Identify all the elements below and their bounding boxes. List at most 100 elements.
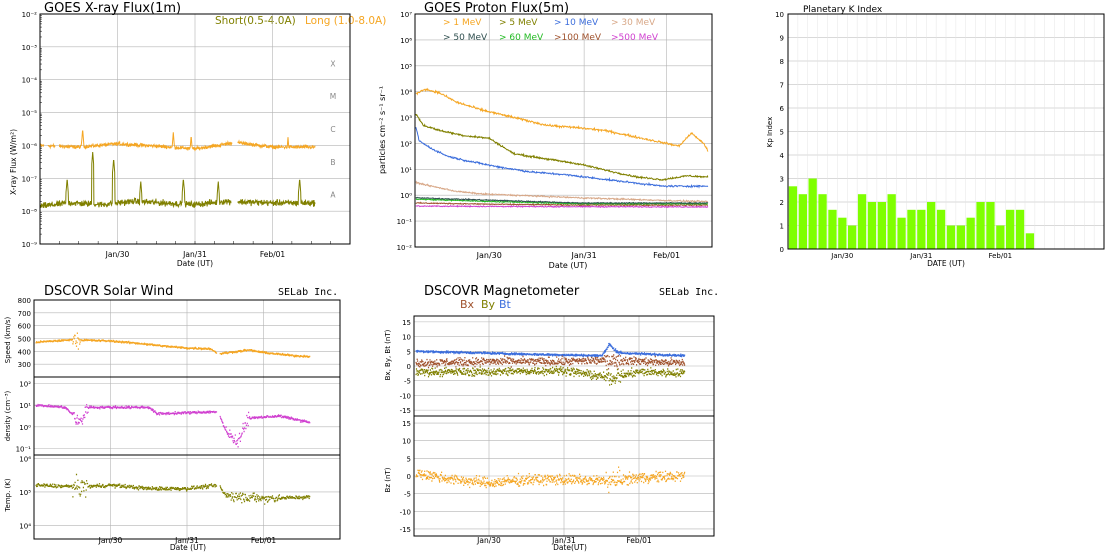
y-tick-label: 9 [780,35,784,43]
x-axis-label: Date (UT) [549,261,588,270]
x-tick-label: Jan/31 [551,536,576,545]
y-tick-label: 5 [407,455,411,463]
y-axis-label: Bx, By, Bt (nT) [384,329,392,380]
kp-bar [956,225,965,249]
y-tick-label: 10⁵ [19,489,31,497]
data-points [35,403,311,448]
kp-bar [927,202,936,249]
kp-bar [917,209,926,249]
y-tick-label: 10⁰ [19,424,31,432]
y-tick-label: 10⁴ [400,89,412,97]
y-tick-label: 10¹ [400,166,412,174]
kp-bar [1015,209,1025,249]
x-tick-label: Jan/30 [476,536,501,545]
kp-bar [976,202,985,249]
y-tick-label: 10⁻¹ [397,218,413,226]
y-tick-label: 10⁶ [19,455,31,463]
kp-bar [867,202,877,249]
plot-frame [414,13,713,248]
y-tick-label: 15 [402,420,411,428]
legend-entry: Bt [499,298,512,311]
kp-bar [907,209,916,249]
plot-frame [39,13,351,245]
chart-title: DSCOVR Solar Wind [44,284,173,299]
chart-title: Planetary K Index [803,5,883,15]
kp-bar [996,225,1005,249]
legend-entry: > 30 MeV [611,18,656,28]
plot-frame [413,415,715,537]
y-tick-label: 5 [407,348,411,356]
y-tick-label: 10⁰ [400,192,412,200]
y-tick-label: 1 [780,223,784,231]
brand-label: SELab Inc. [659,287,719,298]
x-tick-label: Jan/30 [830,252,853,260]
solar-wind-chart: DSCOVR Solar Wind SELab Inc. Speed (km/s… [4,284,341,552]
x-tick-label: Jan/31 [571,251,597,260]
y-tick-label: 10⁻⁹ [22,241,38,249]
y-tick-label: 3 [780,176,784,184]
series-line [415,127,709,189]
y-tick-label: -10 [400,508,411,516]
y-tick-label: 0 [407,363,411,371]
y-tick-label: 10⁻² [397,244,413,252]
y-tick-label: 400 [18,348,31,356]
x-axis-label: Date (UT) [177,259,213,268]
legend-entry: Bx [460,298,475,311]
y-tick-label: 10³ [400,115,412,123]
data-points [415,466,686,494]
y-axis-label: X-ray Flux (W/m²) [9,129,18,195]
series-line [237,179,316,207]
x-tick-label: Jan/30 [105,250,130,259]
brand-label: SELab Inc. [278,287,338,298]
x-tick-label: Jan/31 [174,536,199,545]
legend-entry: >100 MeV [554,33,602,43]
x-tick-label: Feb/01 [251,536,277,545]
kp-bar [828,209,837,249]
legend-entry: > 1 MeV [443,18,482,28]
plot-frame [33,454,341,540]
series-line [415,113,709,182]
x-tick-label: Feb/01 [260,250,286,259]
y-tick-label: 8 [780,58,784,66]
kp-bar [986,202,995,249]
series-line [59,130,233,152]
proton-flux-chart: GOES Proton Flux(5m) particles cm⁻² s⁻¹ … [378,1,713,270]
series-line [415,198,708,206]
x-axis-label: DATE (UT) [927,259,965,268]
xray-flux-chart: GOES X-ray Flux(1m) Short(0.5-4.0A) Long… [9,1,386,268]
y-tick-label: 10² [400,140,412,148]
x-tick-label: Jan/31 [909,252,932,260]
x-tick-label: Jan/30 [98,536,123,545]
series-line [47,142,56,150]
x-tick-label: Jan/31 [182,250,207,259]
y-tick-label: -15 [400,407,411,415]
legend-entry: Long (1.0-8.0A) [305,15,386,27]
y-tick-label: 0 [780,246,784,254]
y-tick-label: 10⁻⁶ [22,142,38,150]
y-tick-label: 10⁶ [400,37,412,45]
data-points [415,342,686,358]
kp-bar [1006,209,1015,249]
flare-class-label: C [330,125,335,134]
kp-bar [798,194,807,249]
y-axis-label: Bz (nT) [384,467,392,492]
y-tick-label: 10⁴ [19,523,31,531]
flare-class-label: A [330,191,336,200]
y-tick-label: 600 [18,323,31,331]
series-line [39,142,45,148]
y-tick-label: 10⁻⁵ [22,110,38,118]
y-tick-label: 10⁷ [400,11,412,19]
y-tick-label: 10⁻² [22,11,38,19]
x-tick-label: Jan/30 [476,251,502,260]
y-tick-label: 700 [18,310,31,318]
y-tick-label: 10 [775,11,784,19]
series-line [415,196,709,205]
legend-entry: By [481,298,496,311]
y-tick-label: 500 [18,336,31,344]
y-tick-label: -15 [400,526,411,534]
magnetometer-chart: DSCOVR Magnetometer SELab Inc. Bx By Bt … [384,284,719,552]
y-axis-label: Speed (km/s) [4,316,12,363]
kp-bar [857,194,867,249]
chart-title: GOES Proton Flux(5m) [424,1,569,16]
